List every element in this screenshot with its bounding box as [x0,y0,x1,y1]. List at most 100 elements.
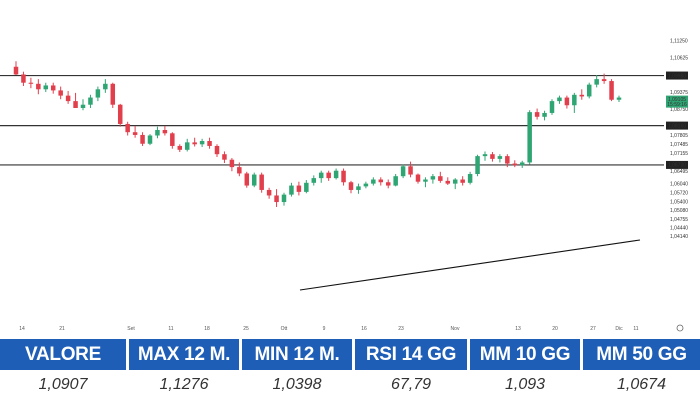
price-chart: 1,11250 1,10625 1,09980 1,09375 1,08750 1,081… [0,38,689,332]
y-tick-label: 1,04440 [670,226,688,232]
y-tick-label: 1,07805 [670,133,688,139]
candle-body [132,132,138,135]
stats-table: VALORE MAX 12 M. MIN 12 M. RSI 14 GG MM … [0,339,700,400]
candle-body [318,172,324,179]
level-price-label: 1,08160 [668,123,686,129]
candle-body [110,83,116,105]
candle-body [222,154,227,160]
x-tick-label: Set [127,326,135,332]
candle-body [445,180,451,184]
x-tick-label: 18 [204,326,210,332]
x-tick-label: 23 [398,326,404,332]
candle-body [586,84,592,97]
level-price-tag [666,160,688,169]
stats-value-row: 1,0907 1,1276 1,0398 67,79 1,093 1,0674 [0,370,700,400]
candle-body [371,179,376,184]
value-mm-10gg: 1,093 [504,376,546,393]
candle-body [505,156,510,164]
candle-body [65,95,71,102]
candle-body [616,97,622,100]
value-max-12m: 1,1276 [159,376,209,393]
candle-body [88,97,93,105]
candle-body [378,179,384,183]
trendline-line [299,239,641,291]
candle-body [348,182,354,190]
candle-body [311,178,317,183]
x-tick-label: 25 [243,326,249,332]
last-price-label: 1,09105 [668,97,686,103]
y-tick-label: 1,05720 [670,191,688,197]
candle-body [266,189,272,196]
last-price-tag [666,95,688,108]
candle-body [564,97,570,106]
x-tick-label: 11 [168,326,173,332]
candle-body [28,82,34,84]
candle-body [281,194,287,203]
candle-body [184,142,190,150]
candle-body [415,174,421,182]
candle-body [170,133,175,146]
candle-body [482,154,488,157]
candle-body [423,179,428,182]
y-tick-label: 1,07485 [670,142,688,148]
x-tick-label: Dic [615,326,623,332]
candle-body [289,185,294,195]
value-min-12m: 1,0398 [272,376,322,393]
candle-body [497,156,503,159]
candle-body [73,101,78,108]
level-price-label: 1,09980 [668,73,686,79]
value-mm-50gg: 1,0674 [617,376,666,393]
header-max-12m: MAX 12 M. [129,339,239,370]
candle-body [140,134,145,144]
level-price-label: 1,06730 [668,163,686,169]
y-tick-label: 1,10625 [670,56,688,62]
candle-body [304,182,309,192]
candle-body [557,97,562,102]
candle-body [363,183,369,187]
candle-body [155,130,160,136]
candle-body [237,167,242,174]
candle-body [430,176,436,180]
candle-body [601,79,607,82]
candle-body [177,145,183,150]
candle-body [214,145,220,155]
candle-body [13,66,19,75]
y-tick-label: 1,05080 [670,208,688,214]
candle-body [36,83,41,90]
candle-body [199,141,205,145]
level-lines [0,74,664,166]
y-tick-label: 1,06040 [670,182,688,188]
candle-body [400,166,406,177]
candle-body [467,174,473,183]
value-rsi-14gg: 67,79 [390,376,432,393]
trendline [299,239,641,291]
candle-body [103,83,108,90]
candle-body [95,89,101,98]
candle-body [542,112,547,117]
y-tick-label: 1,11250 [670,38,688,44]
candle-body [333,170,339,179]
candle-body [393,176,398,186]
candle-body [385,182,391,186]
level-price-tag [666,71,688,80]
header-mm-10gg: MM 10 GG [470,339,580,370]
candle-body [475,156,480,174]
candle-body [21,74,26,83]
candle-body [512,163,518,166]
candle-body [549,101,555,113]
x-tick-label: 21 [59,326,65,332]
x-tick-label: 20 [552,326,558,332]
x-tick-label: 13 [515,326,521,332]
x-tick-label: 14 [19,326,25,332]
header-mm-50gg: MM 50 GG [583,339,700,370]
axis-settings-icon[interactable] [676,324,684,332]
candle-body [244,173,250,186]
y-tick-label: 1,09375 [670,90,688,96]
candle-body [147,135,153,144]
candle-body [356,186,361,190]
stats-header-row: VALORE MAX 12 M. MIN 12 M. RSI 14 GG MM … [0,339,700,370]
y-tick-label: 1,04755 [670,217,688,223]
candle-body [43,85,49,90]
candle-body [519,162,525,166]
candle-body [125,123,130,133]
